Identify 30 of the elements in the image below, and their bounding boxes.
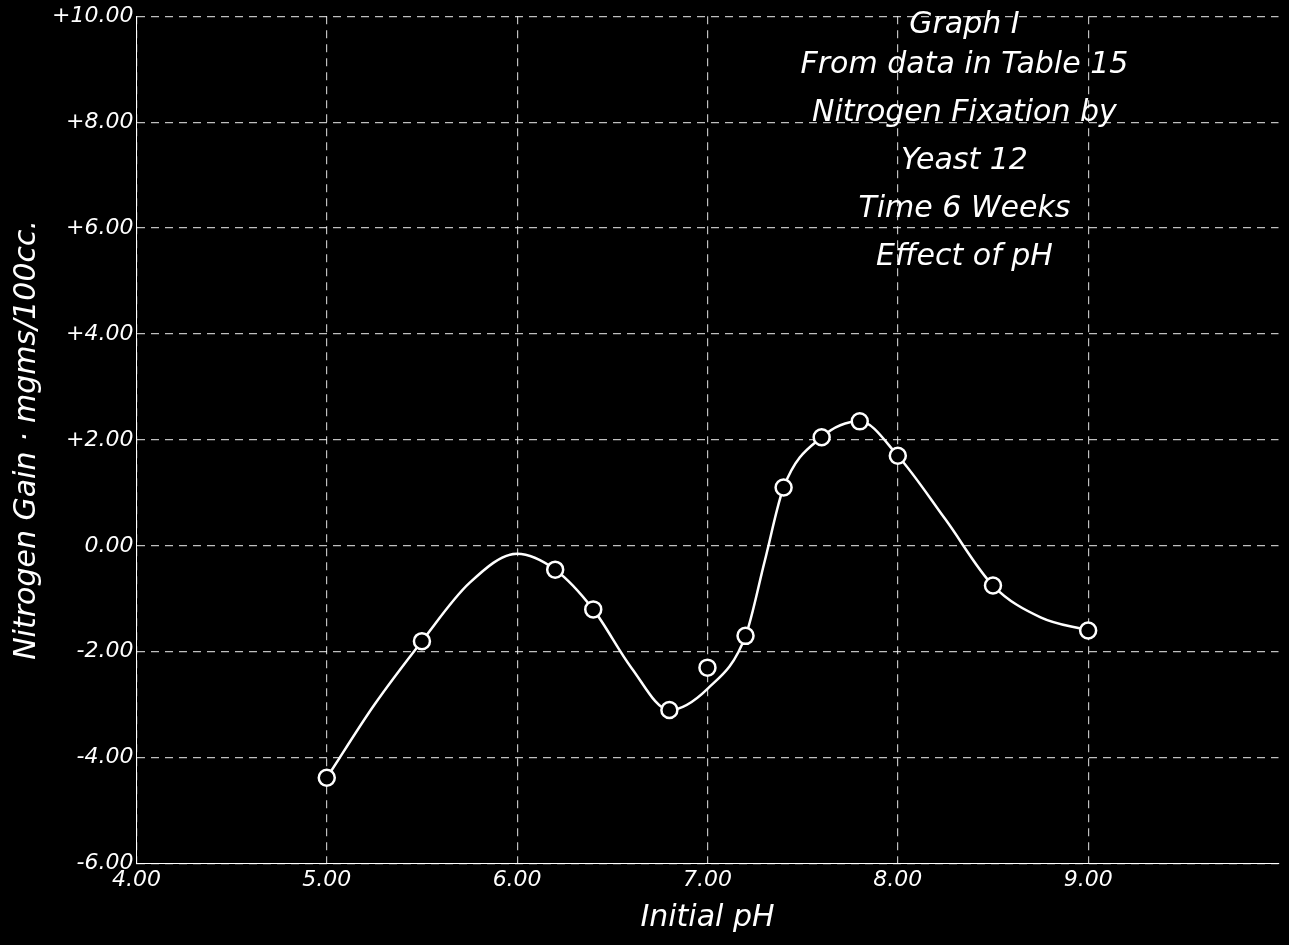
x-tick-label: 8.00	[873, 865, 923, 891]
point	[584, 600, 603, 619]
text: From data in Table 15 Nitrogen Fixation by Yeast 12 Time 6 Weeks Effect of pH	[800, 44, 1129, 272]
y-tick-label: -4.00	[76, 743, 134, 769]
x-tick-label: 5.00	[302, 865, 352, 891]
point	[660, 700, 679, 720]
point	[774, 478, 793, 497]
y-tick-label: +6.00	[65, 213, 134, 239]
point	[736, 626, 755, 646]
point	[1078, 621, 1098, 640]
point	[317, 768, 337, 788]
chart-title: Graph I	[909, 4, 1020, 40]
point	[850, 412, 869, 431]
y-axis-title: Nitrogen Gain · mgms/100cc.	[6, 219, 42, 660]
point	[545, 560, 565, 579]
y-tick-label: +4.00	[65, 319, 134, 345]
x-tick-label: 7.00	[682, 865, 732, 891]
point	[812, 428, 831, 447]
y-tick-label: +2.00	[65, 425, 134, 451]
y-tick-label: 0.00	[84, 531, 134, 557]
x-tick-label: 9.00	[1063, 865, 1113, 891]
y-tick-label: +10.00	[51, 1, 134, 27]
y-tick-label: +8.00	[65, 107, 134, 133]
y-tick-label: -2.00	[76, 637, 134, 663]
point	[698, 658, 717, 677]
point	[888, 446, 908, 466]
x-tick-label: 6.00	[492, 865, 542, 891]
point	[412, 631, 432, 651]
point	[983, 576, 1003, 595]
x-axis-title: Initial pH	[640, 897, 775, 933]
